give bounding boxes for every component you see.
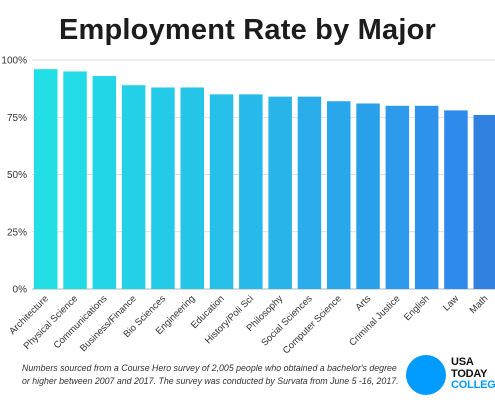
logo-line-1: USA bbox=[451, 356, 474, 368]
bar bbox=[121, 85, 146, 289]
bar bbox=[92, 76, 117, 289]
bar bbox=[327, 101, 351, 289]
bar bbox=[444, 110, 468, 289]
y-tick-label: 100% bbox=[1, 56, 27, 67]
bar bbox=[268, 96, 292, 289]
bar bbox=[180, 87, 204, 289]
y-tick-label: 50% bbox=[7, 170, 27, 181]
bar bbox=[34, 69, 58, 289]
bars bbox=[34, 69, 495, 290]
logo-line-2: TODAY bbox=[451, 367, 488, 380]
bar bbox=[385, 105, 410, 289]
x-category-label: English bbox=[402, 293, 432, 323]
x-category-label: Law bbox=[441, 293, 461, 313]
bar bbox=[239, 94, 263, 289]
bar bbox=[63, 71, 87, 289]
x-category-label: Math bbox=[468, 293, 491, 316]
source-footnote: Numbers sourced from a Course Hero surve… bbox=[22, 363, 399, 386]
bar bbox=[414, 105, 439, 289]
y-tick-label: 75% bbox=[7, 113, 27, 124]
chart-title: Employment Rate by Major bbox=[58, 14, 437, 46]
x-category-label: Criminal Justice bbox=[347, 293, 402, 348]
bar bbox=[151, 87, 175, 289]
y-tick-label: 25% bbox=[7, 227, 27, 238]
bar bbox=[297, 96, 322, 289]
bar bbox=[209, 94, 234, 289]
usa-today-college-logo: USA TODAY COLLEGE bbox=[406, 353, 495, 397]
x-category-label: Social Sciences bbox=[259, 293, 314, 348]
logo-line-3: COLLEGE bbox=[451, 379, 495, 391]
bar bbox=[473, 114, 495, 290]
y-tick-label: 0% bbox=[13, 285, 28, 296]
bar bbox=[356, 103, 380, 289]
y-axis-tick-labels: 0% 25% 50% 75% 100% bbox=[1, 56, 27, 296]
x-category-label: Arts bbox=[353, 293, 373, 313]
logo-circle-icon bbox=[406, 355, 446, 395]
